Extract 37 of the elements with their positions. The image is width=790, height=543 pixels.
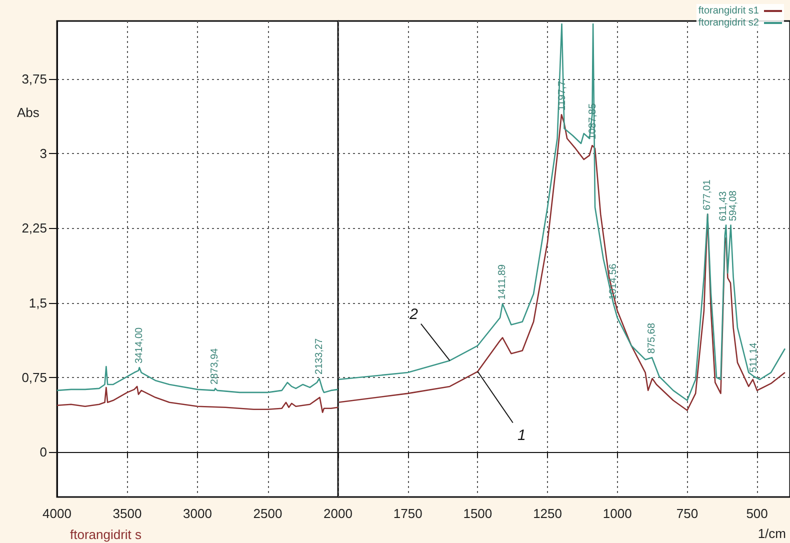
x-tick-label: 1500 [463,506,492,521]
text: ftorangidrit s [70,527,142,542]
y-tick-label: 3 [40,146,47,161]
y-tick-label: 3,75 [22,71,47,86]
annotation: 1411,89 [497,264,508,300]
annotation: 511,14 [748,342,760,373]
x-tick-label: 4000 [42,506,72,521]
x-tick-label: 2500 [253,506,282,521]
line-series [56,386,339,414]
legend-label: ftorangidrit s2 [698,18,760,28]
annotation: 2873,94 [210,348,221,384]
annotation: 875,68 [646,322,658,354]
x-tick-label: 3000 [183,506,212,521]
y-tick-label: 2,25 [22,220,47,236]
annotation: 2133,27 [314,338,325,374]
annotation: 1197,7 [556,80,568,111]
annotation: 677,01 [702,179,714,210]
x-axis-title: 1/cm [758,526,786,541]
y-axis-title: Abs [17,105,40,120]
annotation: 3414,00 [134,326,145,364]
x-tick-label: 2000 [324,506,352,521]
x-tick-label: 500 [746,506,768,521]
annotation: 1014,56 [608,263,619,300]
annotation: 1 [518,427,526,444]
annotation: 1087,85 [588,102,599,140]
y-tick-label: 0,75 [22,370,47,385]
x-tick-label: 1000 [602,506,632,521]
legend-label: ftorangidrit s1 [698,6,760,16]
x-tick-label: 750 [676,506,698,521]
annotation: 2 [408,306,419,324]
x-tick-label: 1250 [533,506,562,521]
y-tick-label: 0 [40,444,47,460]
y-tick-label: 1,5 [28,295,47,310]
x-tick-label: 3500 [112,506,142,521]
annotation: 611,43 [718,190,730,222]
annotation: 594,08 [728,190,739,222]
x-tick-label: 1750 [393,506,422,521]
